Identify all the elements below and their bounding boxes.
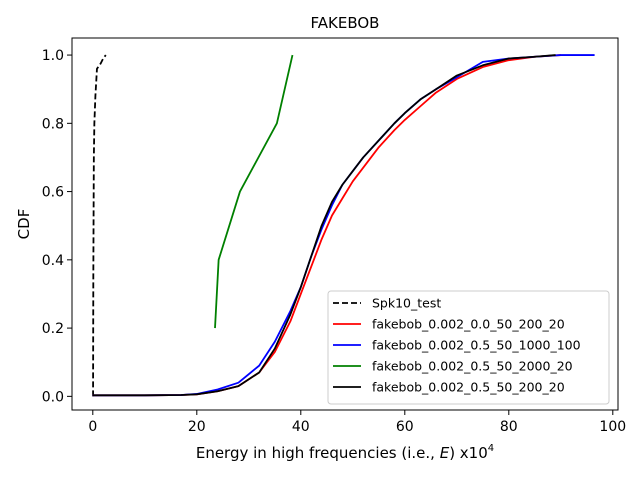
legend: Spk10_test fakebob_0.002_0.0_50_200_20fak… xyxy=(327,290,610,405)
y-axis-label: CDF xyxy=(15,209,33,240)
legend-label-5: fakebob_0.002_0.5_50_200_20 xyxy=(372,380,565,395)
series-layer xyxy=(92,54,595,397)
y-tick-label: 0.2 xyxy=(42,321,64,337)
y-tick-label: 0.6 xyxy=(42,185,64,201)
x-axis-label-suffix: ) x10 xyxy=(449,444,488,462)
y-tick-label: 0.8 xyxy=(42,116,64,132)
legend-label-2: fakebob_0.002_0.0_50_200_20 xyxy=(372,317,565,332)
x-tick-label: 100 xyxy=(599,419,626,435)
series-line-5 xyxy=(92,54,556,397)
series-line-1 xyxy=(92,54,107,397)
y-tick-label: 0.4 xyxy=(42,253,64,269)
x-axis-label-exponent: 4 xyxy=(488,443,494,454)
x-tick-label: 60 xyxy=(396,419,414,435)
legend-label-3: fakebob_0.002_0.5_50_1000_100 xyxy=(372,338,581,353)
series-line-4 xyxy=(214,54,294,329)
x-axis-label-prefix: Energy in high frequencies (i.e., xyxy=(196,444,440,462)
x-tick-label: 40 xyxy=(292,419,310,435)
x-tick-label: 20 xyxy=(188,419,206,435)
y-axis-ticks: 0.0 0.2 0.4 0.6 0.8 1.0 xyxy=(42,48,72,405)
legend-label-1: Spk10_test xyxy=(372,296,441,311)
x-axis-ticks: 0 20 40 60 80 100 xyxy=(88,410,626,435)
x-tick-label: 80 xyxy=(500,419,518,435)
chart-title: FAKEBOB xyxy=(311,14,380,32)
y-tick-label: 1.0 xyxy=(42,48,64,64)
x-tick-label: 0 xyxy=(88,419,97,435)
legend-box xyxy=(327,290,610,405)
x-axis-label: Energy in high frequencies (i.e., E) x10… xyxy=(196,443,494,462)
axes-frame xyxy=(71,37,619,411)
x-axis-label-variable: E xyxy=(440,444,450,462)
legend-label-4: fakebob_0.002_0.5_50_2000_20 xyxy=(372,359,573,374)
y-tick-label: 0.0 xyxy=(42,389,64,405)
